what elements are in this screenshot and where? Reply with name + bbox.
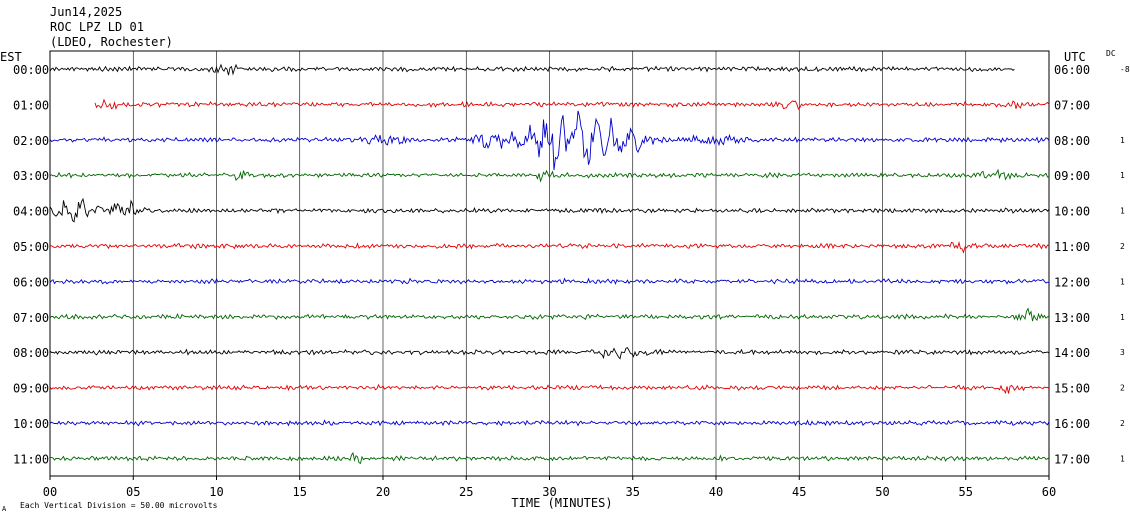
row-label-est-0000: 00:00: [13, 63, 49, 77]
trace-0100: [94, 98, 1050, 111]
trace-0800: [49, 347, 1050, 360]
trace-1100: [49, 451, 1050, 465]
right-timezone-label: UTC: [1064, 50, 1086, 64]
row-label-est-0800: 08:00: [13, 346, 49, 360]
x-tick-label-10: 10: [209, 485, 223, 499]
x-axis-label: TIME (MINUTES): [511, 496, 612, 510]
dc-value-0000: -8: [1120, 65, 1130, 74]
dc-value-0500: 2: [1120, 242, 1125, 251]
trace-0300: [49, 168, 1050, 183]
row-label-est-0700: 07:00: [13, 311, 49, 325]
dc-value-0200: 1: [1120, 136, 1125, 145]
trace-0000: [49, 63, 1015, 76]
dc-value-0600: 1: [1120, 277, 1125, 286]
x-tick-label-20: 20: [376, 485, 390, 499]
x-tick-label-40: 40: [709, 485, 723, 499]
trace-0900: [49, 383, 1050, 395]
x-tick-label-45: 45: [792, 485, 806, 499]
trace-0400: [49, 197, 1050, 223]
row-label-est-0300: 03:00: [13, 169, 49, 183]
row-label-est-0900: 09:00: [13, 382, 49, 396]
dc-value-0900: 2: [1120, 384, 1125, 393]
row-label-utc-1100: 11:00: [1054, 240, 1090, 254]
chart-title: ROC LPZ LD 01: [50, 20, 144, 34]
x-tick-label-05: 05: [126, 485, 140, 499]
dc-value-1100: 1: [1120, 454, 1125, 463]
dc-value-1000: 2: [1120, 419, 1125, 428]
trace-0200: [49, 110, 1050, 171]
row-label-est-0100: 01:00: [13, 98, 49, 112]
trace-0600: [49, 277, 1050, 285]
row-label-utc-1500: 15:00: [1054, 382, 1090, 396]
dc-value-0400: 1: [1120, 207, 1125, 216]
row-label-est-0500: 05:00: [13, 240, 49, 254]
x-tick-label-55: 55: [959, 485, 973, 499]
row-label-utc-1700: 17:00: [1054, 452, 1090, 466]
x-tick-label-50: 50: [875, 485, 889, 499]
row-label-est-1100: 11:00: [13, 452, 49, 466]
row-label-utc-1600: 16:00: [1054, 417, 1090, 431]
row-label-utc-1400: 14:00: [1054, 346, 1090, 360]
row-label-est-0200: 02:00: [13, 134, 49, 148]
left-timezone-label: EST: [0, 50, 22, 64]
grid-lines: [132, 51, 967, 476]
row-label-utc-0700: 07:00: [1054, 98, 1090, 112]
x-tick-label-30: 30: [542, 485, 556, 499]
row-label-utc-1000: 10:00: [1054, 205, 1090, 219]
x-tick-label-25: 25: [459, 485, 473, 499]
row-label-est-0400: 04:00: [13, 205, 49, 219]
chart-date: Jun14,2025: [50, 5, 122, 19]
x-tick-label-60: 60: [1042, 485, 1056, 499]
row-labels: 00:00 06:00 -8 01:00 07:00 02:00 08:00 1 03:00 09…: [13, 63, 1130, 466]
x-tick-label-00: 00: [43, 485, 57, 499]
chart-subtitle: (LDEO, Rochester): [50, 35, 173, 49]
dc-value-0700: 1: [1120, 313, 1125, 322]
trace-0500: [49, 240, 1050, 254]
footer-scale-note: Each Vertical Division = 50.00 microvolt…: [20, 501, 218, 510]
dc-header-label: DC: [1106, 49, 1116, 58]
seismogram-traces: [49, 63, 1050, 465]
row-label-utc-0600: 06:00: [1054, 63, 1090, 77]
dc-value-0300: 1: [1120, 171, 1125, 180]
row-label-utc-0900: 09:00: [1054, 169, 1090, 183]
row-label-utc-0800: 08:00: [1054, 134, 1090, 148]
corner-mark: A: [2, 505, 7, 513]
x-tick-label-35: 35: [626, 485, 640, 499]
trace-0700: [49, 307, 1050, 322]
row-label-utc-1300: 13:00: [1054, 311, 1090, 325]
row-label-est-1000: 10:00: [13, 417, 49, 431]
row-label-est-0600: 06:00: [13, 275, 49, 289]
x-tick-label-15: 15: [293, 485, 307, 499]
x-axis: 00 05 10 15 20 25 30 35 40 45 50 55 60: [43, 476, 1056, 499]
dc-value-0800: 3: [1120, 348, 1125, 357]
row-label-utc-1200: 12:00: [1054, 275, 1090, 289]
trace-1000: [49, 419, 1050, 427]
